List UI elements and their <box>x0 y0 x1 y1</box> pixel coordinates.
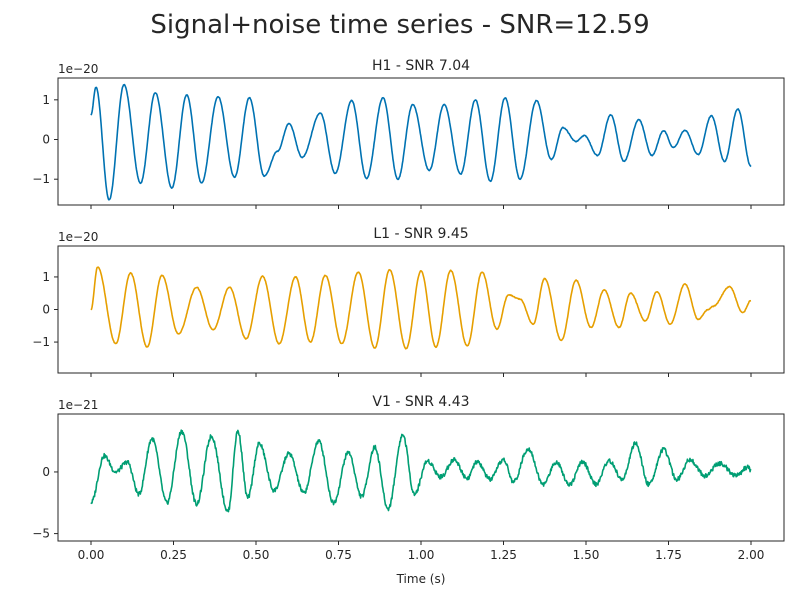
series-line <box>90 429 752 513</box>
x-tick-label: 0.00 <box>78 548 105 562</box>
x-tick-label: 0.50 <box>243 548 270 562</box>
y-tick-label: −1 <box>32 172 50 186</box>
y-tick-label: −1 <box>32 335 50 349</box>
x-tick-label: 1.25 <box>490 548 517 562</box>
axes-frame <box>57 245 785 374</box>
panel-title: H1 - SNR 7.04 <box>372 58 470 74</box>
panel-3: V1 - SNR 4.43 1e−21 0 −5 0.00 0.25 0.50 0.75 1.0… <box>32 394 785 562</box>
x-tick-label: 2.00 <box>738 548 765 562</box>
axes-frame <box>57 77 785 206</box>
panel-title: V1 - SNR 4.43 <box>372 394 469 410</box>
y-tick-label: 1 <box>42 270 50 284</box>
y-tick-label: 0 <box>42 133 50 147</box>
y-offset-label: 1e−20 <box>58 62 98 76</box>
y-tick-label: 0 <box>42 303 50 317</box>
panel-title: L1 - SNR 9.45 <box>373 226 468 242</box>
y-tick-label: 1 <box>42 93 50 107</box>
x-tick-label: 1.75 <box>655 548 682 562</box>
y-tick-label: 0 <box>42 465 50 479</box>
panel-2: L1 - SNR 9.45 1e−20 1 0 −1 <box>32 226 785 377</box>
series-line <box>90 266 752 350</box>
x-tick-label: 1.00 <box>408 548 435 562</box>
series-line <box>90 83 752 201</box>
y-offset-label: 1e−20 <box>58 230 98 244</box>
axes-frame <box>57 413 785 542</box>
x-axis-label: Time (s) <box>396 572 446 586</box>
panel-1: H1 - SNR 7.04 1e−20 1 0 −1 <box>32 58 785 209</box>
y-offset-label: 1e−21 <box>58 398 98 412</box>
x-tick-label: 0.25 <box>160 548 187 562</box>
figure-title: Signal+noise time series - SNR=12.59 <box>150 10 649 40</box>
x-tick-label: 1.50 <box>573 548 600 562</box>
y-tick-label: −5 <box>32 527 50 541</box>
x-tick-label: 0.75 <box>325 548 352 562</box>
